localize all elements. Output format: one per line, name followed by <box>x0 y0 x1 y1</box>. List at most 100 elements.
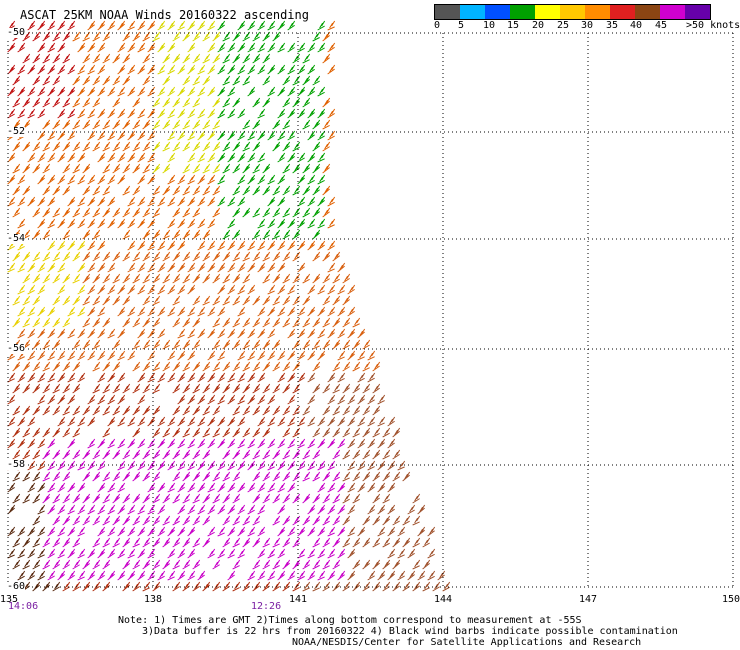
wind-barb <box>192 141 201 152</box>
wind-barb <box>17 570 26 581</box>
wind-barb <box>347 284 356 295</box>
wind-barb <box>112 75 121 86</box>
wind-barb <box>297 174 306 185</box>
wind-barb <box>252 515 261 526</box>
wind-barb <box>232 251 241 262</box>
wind-barb <box>47 328 56 339</box>
wind-barb <box>237 284 246 295</box>
wind-barb <box>182 317 191 328</box>
wind-barb <box>42 471 51 482</box>
wind-barb <box>192 339 201 350</box>
wind-barb <box>197 482 206 493</box>
wind-barb <box>177 64 186 75</box>
wind-barb <box>52 317 61 328</box>
wind-barb <box>272 251 281 262</box>
wind-barb <box>217 130 226 141</box>
wind-barb <box>262 559 271 570</box>
legend-label: 15 <box>507 20 520 31</box>
wind-barb <box>362 427 371 438</box>
wind-barb <box>152 537 161 548</box>
wind-barb <box>282 163 291 174</box>
wind-barb <box>117 570 126 581</box>
wind-barb <box>327 372 336 383</box>
wind-barb <box>127 20 136 31</box>
wind-barb <box>97 350 106 361</box>
wind-barb <box>212 427 221 438</box>
wind-barb <box>57 174 66 185</box>
wind-barb <box>182 427 191 438</box>
wind-barb <box>277 218 286 229</box>
wind-barb <box>87 328 96 339</box>
wind-barb <box>12 449 21 460</box>
wind-barb <box>107 284 116 295</box>
wind-barb <box>157 64 166 75</box>
wind-barb <box>402 515 411 526</box>
wind-barb <box>102 119 111 130</box>
wind-barb <box>412 493 421 504</box>
wind-barb <box>222 97 231 108</box>
wind-barb <box>27 526 36 537</box>
wind-barb <box>252 97 261 108</box>
wind-barb <box>262 317 271 328</box>
wind-barb <box>102 75 111 86</box>
wind-barb <box>22 163 31 174</box>
wind-barb <box>57 482 66 493</box>
wind-barb <box>337 262 346 273</box>
wind-barb <box>37 218 46 229</box>
wind-barb <box>217 64 226 75</box>
lat-label-50: -50 <box>7 27 26 38</box>
wind-barb <box>257 372 266 383</box>
wind-barb <box>307 372 316 383</box>
wind-barb <box>367 504 376 515</box>
wind-barb <box>177 416 186 427</box>
wind-barb <box>32 207 41 218</box>
wind-barb <box>372 515 381 526</box>
wind-barb <box>317 306 326 317</box>
wind-barb <box>312 317 321 328</box>
wind-barb <box>337 438 346 449</box>
wind-barb <box>272 119 281 130</box>
wind-barb <box>332 251 341 262</box>
wind-barb <box>92 229 101 240</box>
wind-barb <box>277 152 286 163</box>
wind-barb <box>182 251 191 262</box>
wind-barb <box>12 317 21 328</box>
wind-barb <box>137 284 146 295</box>
wind-barb <box>62 471 71 482</box>
wind-barb <box>112 471 121 482</box>
legend-swatch <box>535 5 560 19</box>
wind-barb <box>277 108 286 119</box>
wind-barb <box>262 251 271 262</box>
wind-barb <box>37 394 46 405</box>
wind-barb <box>207 262 216 273</box>
wind-barb <box>187 152 196 163</box>
wind-barb <box>97 548 106 559</box>
wind-barb <box>182 31 191 42</box>
wind-barb <box>92 383 101 394</box>
wind-barb <box>137 152 146 163</box>
wind-barb <box>172 317 181 328</box>
wind-barb <box>177 526 186 537</box>
wind-barb <box>347 548 356 559</box>
wind-barb <box>402 537 411 548</box>
wind-barb <box>87 284 96 295</box>
wind-barb <box>267 64 276 75</box>
wind-barb <box>282 185 291 196</box>
wind-barb <box>302 295 311 306</box>
wind-barb <box>52 361 61 372</box>
wind-barb <box>187 504 196 515</box>
wind-barb <box>197 196 206 207</box>
wind-barb <box>22 449 31 460</box>
wind-barb <box>277 350 286 361</box>
wind-barb <box>117 174 126 185</box>
wind-barb <box>202 449 211 460</box>
wind-barb <box>222 163 231 174</box>
wind-barb <box>122 449 131 460</box>
wind-barb <box>182 559 191 570</box>
wind-barb <box>272 207 281 218</box>
wind-barb <box>322 537 331 548</box>
wind-barb <box>57 504 66 515</box>
wind-barb <box>257 152 266 163</box>
wind-barb <box>82 141 91 152</box>
wind-barb <box>162 273 171 284</box>
